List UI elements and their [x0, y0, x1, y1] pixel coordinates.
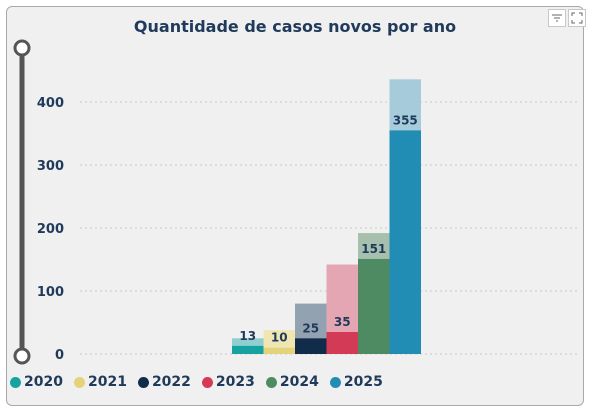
filter-icon[interactable] — [548, 9, 566, 27]
data-label-2025: 355 — [393, 113, 418, 127]
data-label-2020: 13 — [239, 329, 256, 343]
chart-title: Quantidade de casos novos por ano — [133, 17, 457, 36]
legend-swatch — [73, 376, 85, 388]
data-label-2022: 25 — [302, 321, 319, 335]
legend-swatch — [329, 376, 341, 388]
y-tick-label: 200 — [37, 222, 64, 237]
legend-label: 2020 — [24, 374, 63, 390]
bar-total-2024[interactable] — [358, 233, 390, 259]
bar-2022[interactable] — [295, 338, 327, 354]
bar-total-2025[interactable] — [389, 79, 422, 131]
range-slider[interactable] — [13, 39, 31, 365]
legend-label: 2023 — [215, 374, 255, 390]
legend-swatch — [137, 376, 149, 388]
bar-2021[interactable] — [263, 347, 296, 354]
bar-total-2020[interactable] — [232, 338, 264, 346]
data-label-2023: 35 — [334, 315, 351, 329]
data-labels: 13 10 25 35 151 355 — [239, 113, 417, 344]
filter-icon-glyph — [552, 14, 562, 22]
legend-item-2020[interactable]: 2020 — [10, 374, 63, 390]
legend-item-2022[interactable]: 2022 — [137, 374, 191, 390]
bar-total-2021[interactable] — [263, 330, 296, 348]
slider-handle-top[interactable] — [13, 39, 31, 57]
legend-swatch — [10, 376, 21, 388]
y-tick-label: 400 — [37, 96, 64, 111]
legend-label: 2021 — [87, 374, 127, 390]
y-axis: 0 100 200 300 400 — [37, 96, 64, 363]
bar-2024[interactable] — [358, 258, 390, 354]
bar-total-2022[interactable] — [295, 303, 327, 339]
slider-handle-bottom[interactable] — [13, 347, 31, 365]
bars — [232, 79, 421, 354]
legend-label: 2025 — [343, 374, 383, 390]
legend-item-2021[interactable]: 2021 — [73, 374, 127, 390]
focus-mode-icon[interactable] — [568, 9, 586, 27]
bar-2020[interactable] — [232, 345, 264, 354]
legend-label: 2022 — [151, 374, 191, 390]
y-tick-label: 0 — [55, 348, 64, 363]
y-tick-label: 100 — [37, 285, 64, 300]
legend: 2020 2021 2022 2023 2024 2025 — [10, 374, 383, 390]
grid-lines — [80, 101, 578, 355]
bar-2025[interactable] — [389, 130, 422, 354]
legend-swatch — [265, 376, 277, 388]
legend-item-2023[interactable]: 2023 — [201, 374, 255, 390]
legend-swatch — [201, 376, 213, 388]
data-label-2024: 151 — [361, 242, 386, 256]
legend-item-2025[interactable]: 2025 — [329, 374, 383, 390]
bar-2023[interactable] — [326, 331, 359, 354]
bar-total-2023[interactable] — [326, 264, 359, 332]
legend-label: 2024 — [279, 374, 319, 390]
legend-item-2024[interactable]: 2024 — [265, 374, 319, 390]
expand-icon-glyph — [571, 12, 583, 24]
data-label-2021: 10 — [271, 331, 288, 345]
y-tick-label: 300 — [37, 159, 64, 174]
